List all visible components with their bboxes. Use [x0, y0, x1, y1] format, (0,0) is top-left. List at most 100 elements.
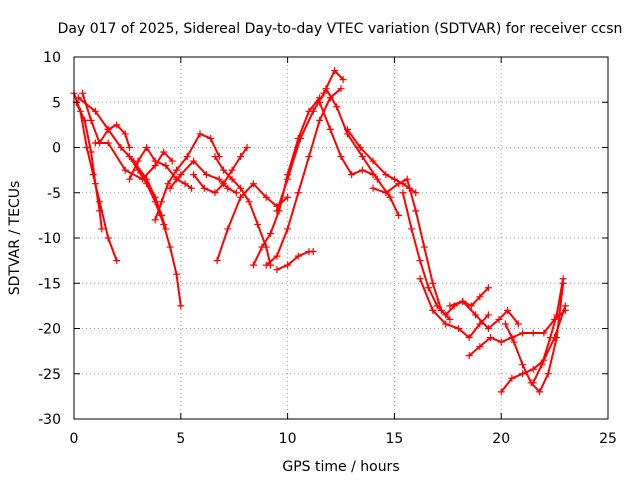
- data-point: [416, 275, 424, 283]
- data-point: [504, 306, 512, 314]
- data-point: [309, 107, 317, 115]
- data-point: [395, 180, 403, 188]
- series-track-15: [273, 67, 347, 215]
- data-point: [348, 171, 356, 179]
- data-point: [476, 320, 484, 328]
- data-point: [386, 193, 394, 201]
- data-point: [320, 89, 328, 97]
- chart-title: Day 017 of 2025, Sidereal Day-to-day VTE…: [58, 21, 623, 37]
- data-point: [273, 266, 281, 274]
- data-point: [158, 198, 166, 206]
- data-point: [390, 175, 398, 183]
- data-point: [211, 189, 219, 197]
- data-series: [70, 67, 569, 396]
- data-point: [519, 370, 527, 378]
- series-track-6: [91, 139, 176, 183]
- series-track-14: [262, 85, 345, 269]
- y-tick-label: 0: [52, 141, 61, 157]
- data-point: [559, 275, 567, 283]
- data-point: [207, 134, 215, 142]
- data-point: [168, 157, 176, 165]
- data-point: [403, 175, 411, 183]
- x-tick-label: 5: [176, 431, 185, 447]
- data-point: [497, 338, 505, 346]
- data-point: [151, 198, 159, 206]
- data-point: [160, 220, 168, 228]
- series-track-12: [213, 180, 292, 265]
- series-line: [346, 128, 417, 194]
- data-point: [309, 248, 317, 256]
- data-point: [104, 125, 112, 133]
- data-point: [446, 302, 454, 310]
- data-point: [501, 320, 509, 328]
- data-point: [369, 184, 377, 192]
- data-point: [487, 334, 495, 342]
- data-point: [476, 343, 484, 351]
- data-point: [215, 175, 223, 183]
- data-point: [117, 144, 125, 151]
- series-track-10: [190, 144, 251, 197]
- data-point: [497, 388, 505, 396]
- data-point: [508, 374, 516, 382]
- data-point: [416, 257, 424, 265]
- series-line: [318, 101, 374, 176]
- data-point: [433, 302, 441, 310]
- data-point: [305, 153, 313, 161]
- data-point: [96, 207, 104, 215]
- data-point: [81, 116, 89, 124]
- data-point: [316, 98, 324, 106]
- data-point: [425, 284, 433, 292]
- series-track-5: [126, 153, 185, 310]
- series-track-16: [273, 248, 317, 274]
- data-point: [465, 334, 473, 342]
- axis-ticks: 0 5 10 15 20 25 -30 -25 -20 -15 -10 -5 0 5 10: [38, 50, 617, 447]
- data-point: [91, 180, 99, 188]
- data-point: [316, 116, 324, 124]
- data-point: [224, 184, 232, 192]
- data-point: [561, 302, 569, 310]
- data-point: [121, 130, 129, 138]
- x-tick-label: 0: [70, 431, 79, 447]
- data-point: [237, 193, 245, 201]
- y-tick-label: -25: [38, 367, 61, 383]
- data-point: [446, 315, 454, 323]
- series-line: [504, 283, 565, 393]
- data-point: [190, 157, 198, 165]
- data-point: [190, 171, 198, 179]
- data-point: [459, 297, 467, 305]
- series-track-20: [369, 175, 454, 323]
- data-point: [213, 257, 221, 265]
- data-point: [177, 171, 185, 179]
- data-point: [267, 229, 275, 237]
- x-tick-label: 15: [385, 431, 403, 447]
- y-axis-label: SDTVAR / TECUs: [7, 181, 23, 296]
- data-point: [126, 175, 134, 183]
- data-point: [166, 184, 174, 192]
- data-point: [495, 315, 503, 323]
- data-point: [429, 306, 437, 314]
- data-point: [121, 166, 129, 174]
- data-point: [224, 225, 232, 233]
- x-tick-label: 20: [492, 431, 510, 447]
- y-tick-label: -5: [47, 186, 61, 202]
- y-tick-label: -30: [38, 412, 61, 428]
- data-point: [465, 352, 473, 360]
- data-point: [196, 130, 204, 138]
- data-point: [228, 175, 236, 183]
- data-point: [232, 189, 240, 197]
- data-point: [529, 329, 537, 337]
- data-point: [91, 139, 99, 147]
- y-tick-label: -20: [38, 322, 61, 338]
- series-line: [154, 132, 221, 221]
- data-point: [273, 207, 281, 215]
- data-point: [322, 85, 330, 93]
- data-point: [538, 361, 546, 369]
- data-point: [472, 311, 480, 319]
- series-line: [468, 309, 566, 357]
- data-point: [294, 252, 302, 260]
- data-point: [546, 334, 554, 342]
- data-point: [382, 171, 390, 179]
- data-point: [104, 234, 112, 242]
